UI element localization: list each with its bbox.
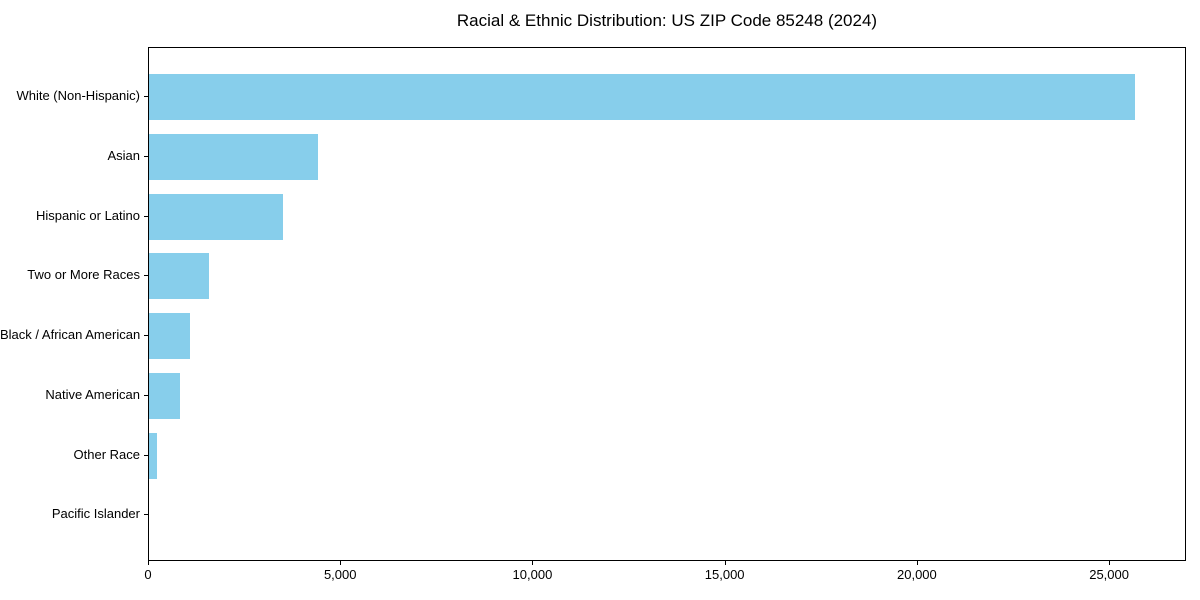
- bar-other-race: [149, 432, 158, 479]
- x-axis-label: 20,000: [896, 567, 937, 582]
- y-axis-tick: [144, 96, 148, 97]
- bar-asian: [149, 133, 319, 180]
- y-axis-tick: [144, 335, 148, 337]
- y-axis-tick: [144, 514, 148, 516]
- y-axis-label: Hispanic or Latino: [35, 207, 140, 223]
- y-axis-label: Native American: [45, 386, 140, 402]
- y-axis-tick: [144, 394, 148, 396]
- y-axis-label: Other Race: [73, 446, 140, 462]
- x-axis-tick: [532, 561, 534, 565]
- bar-two-or-more-races: [149, 253, 209, 300]
- x-axis-label: 10,000: [512, 567, 553, 582]
- x-axis-tick: [148, 561, 149, 565]
- x-axis-label: 0: [144, 567, 152, 582]
- y-axis-tick: [144, 155, 148, 157]
- y-axis-label: Asian: [107, 147, 140, 163]
- x-axis-label: 25,000: [1089, 567, 1129, 582]
- y-axis-label: Pacific Islander: [51, 506, 140, 522]
- y-axis-label: Two or More Races: [27, 267, 140, 283]
- x-axis-tick: [724, 561, 726, 565]
- x-axis-tick: [340, 561, 342, 565]
- plot-area: [148, 47, 1186, 561]
- bar-white-non-hispanic: [149, 74, 1136, 120]
- x-axis-label: 15,000: [704, 567, 745, 582]
- y-axis-tick: [144, 215, 148, 217]
- y-axis-label: Black / African American: [0, 327, 141, 343]
- chart-title: Racial & Ethnic Distribution: US ZIP Cod…: [456, 11, 878, 30]
- x-axis-label: 5,000: [323, 567, 357, 582]
- x-axis-tick: [916, 561, 918, 565]
- y-axis-label: White (Non-Hispanic): [16, 88, 140, 103]
- bar-black-african-american: [149, 313, 190, 360]
- bar-hispanic-or-latino: [149, 193, 284, 240]
- bar-native-american: [149, 372, 180, 419]
- y-axis-tick: [144, 275, 148, 277]
- y-axis-tick: [144, 454, 148, 456]
- x-axis-tick: [1109, 561, 1111, 565]
